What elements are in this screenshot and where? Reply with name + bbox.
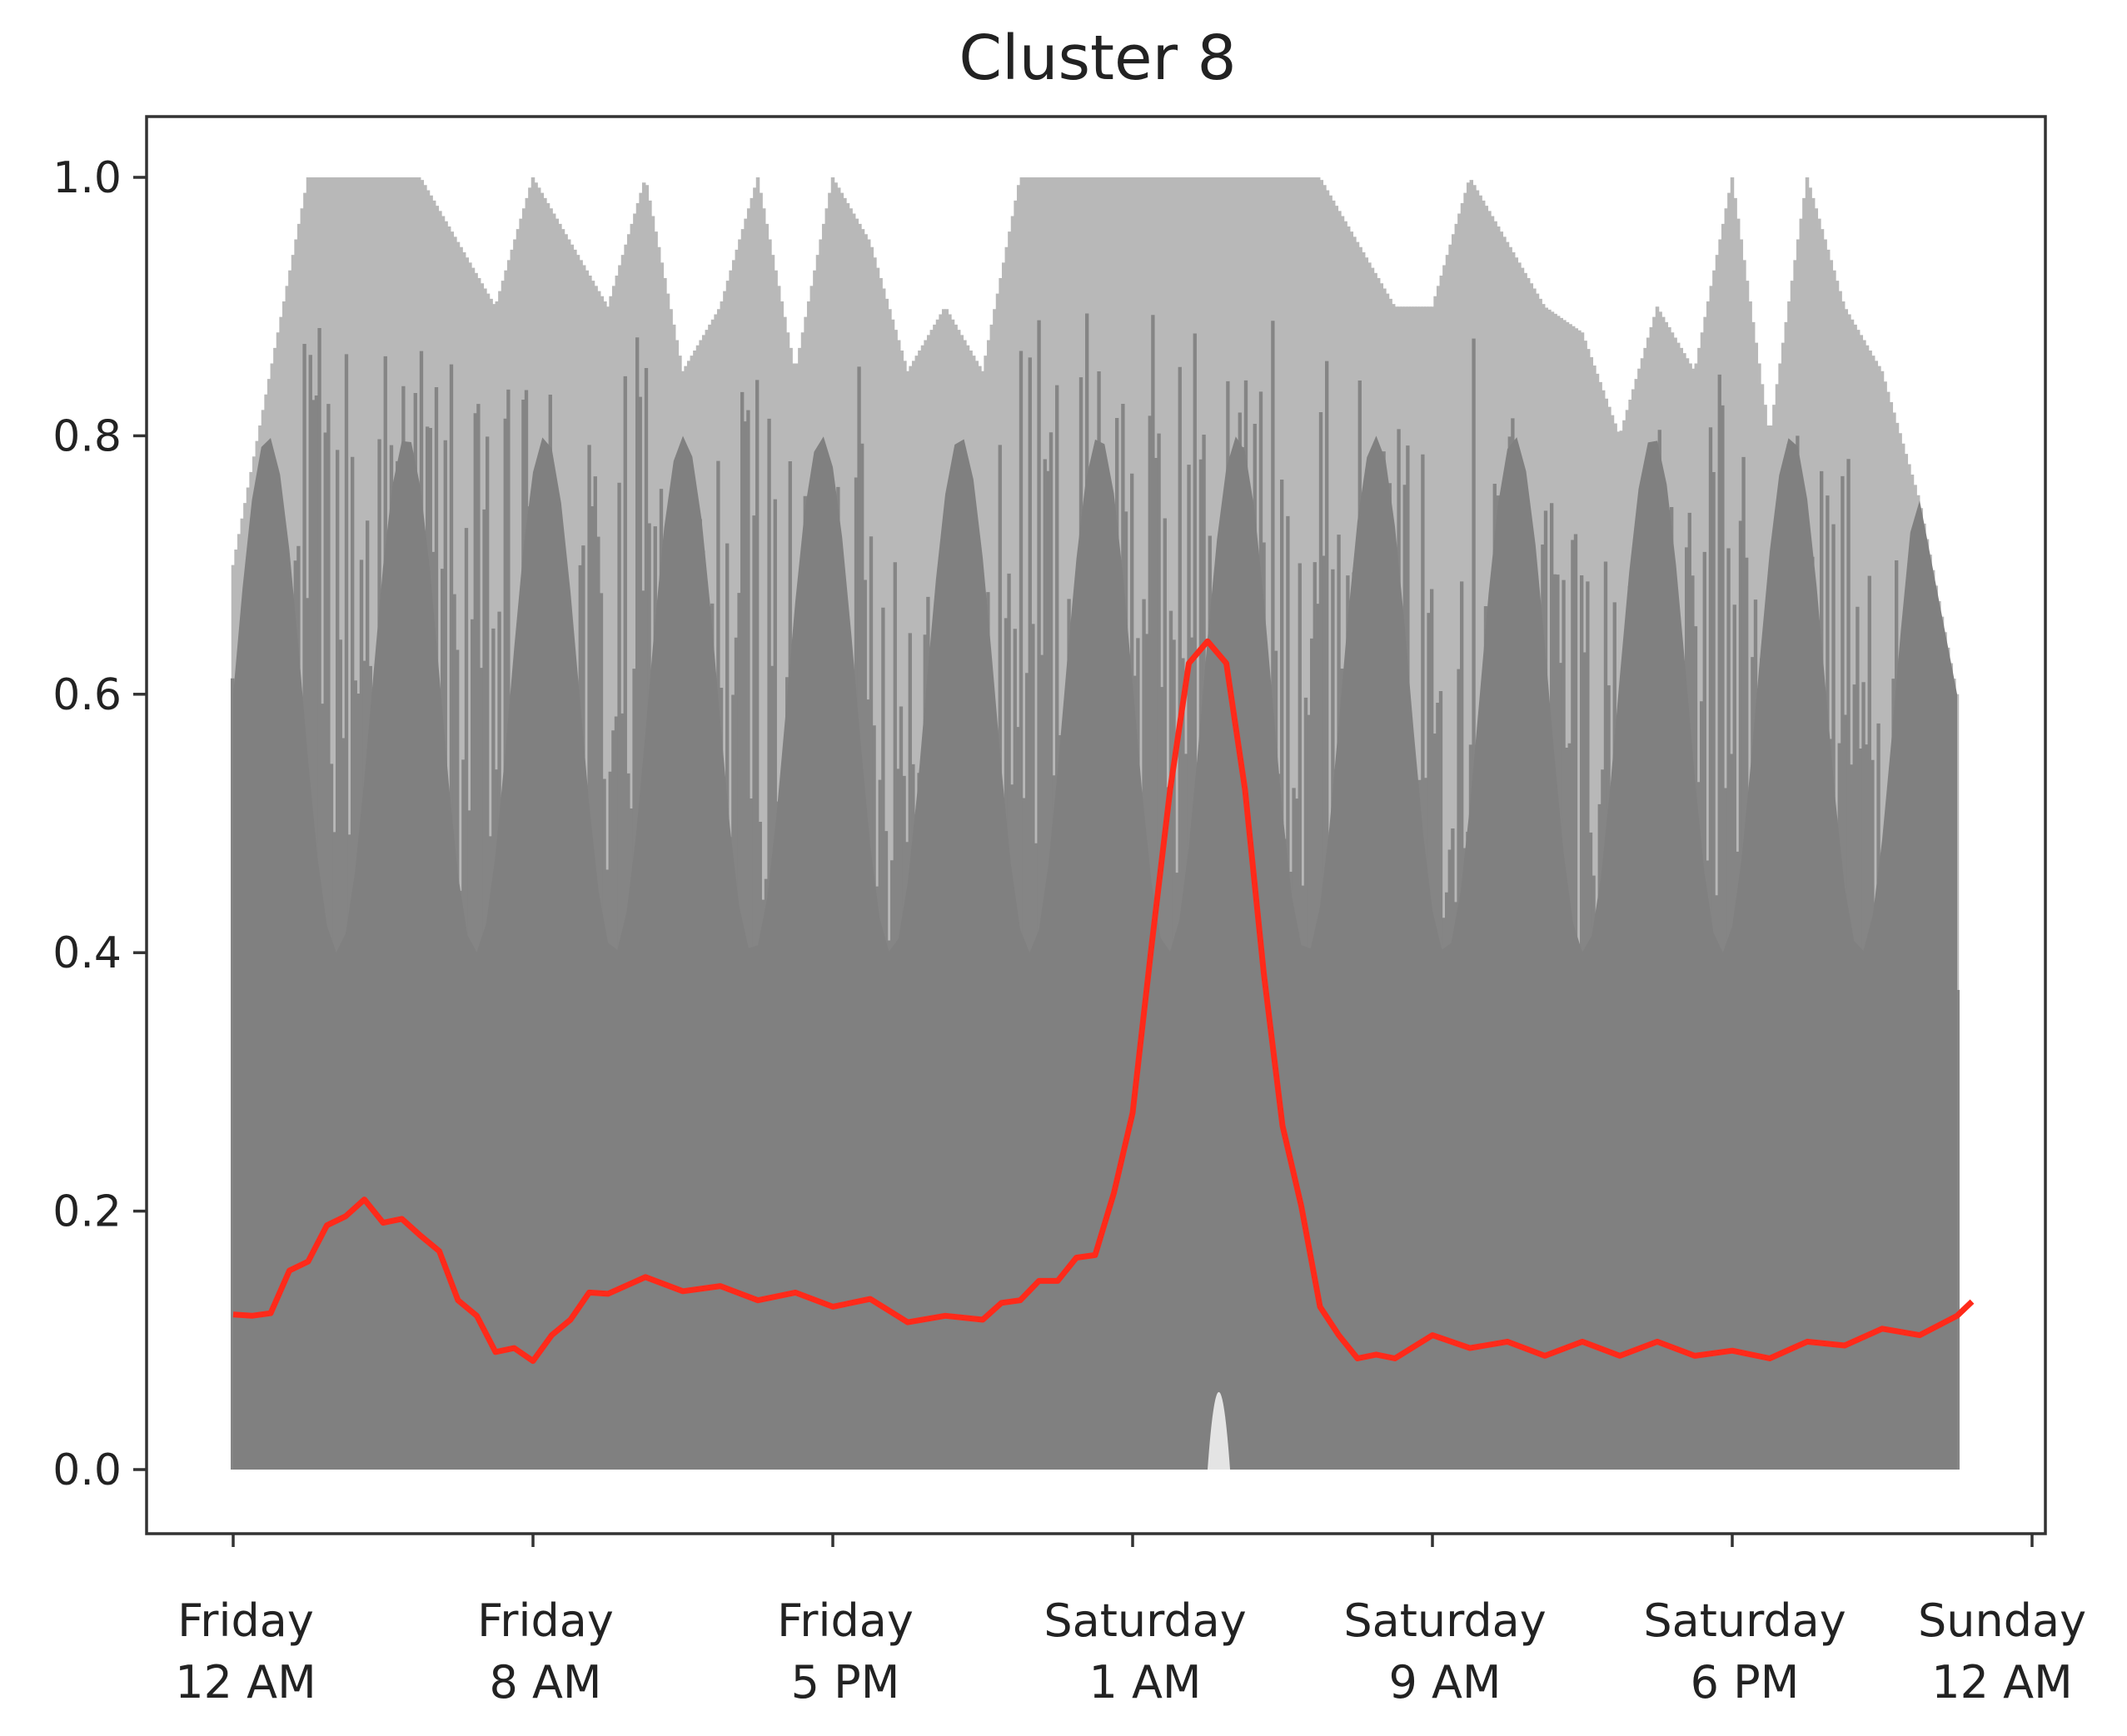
trace-gap [1208, 1391, 1230, 1470]
y-tick-label: 1.0 [52, 153, 122, 203]
plot-area [231, 177, 1975, 1470]
y-tick-label: 0.8 [52, 411, 122, 461]
x-tick-label: Saturday 9 AM [1343, 1594, 1546, 1709]
trace-core [233, 435, 1957, 1470]
plot-frame [145, 115, 2047, 1535]
individual-traces [231, 177, 1960, 1470]
chart-title: Cluster 8 [959, 22, 1236, 94]
y-tick-label: 0.2 [52, 1187, 122, 1237]
x-tick-label: Saturday 6 PM [1643, 1594, 1846, 1709]
x-axis: Friday 12 AM Friday 8 AM Friday 5 PM Saturday 1… [175, 1534, 2086, 1709]
x-tick-label: Friday 8 AM [477, 1594, 614, 1709]
cluster-mean-line [232, 638, 1975, 1365]
x-tick-label: Sunday 12 AM [1918, 1594, 2086, 1709]
x-tick-label: Saturday 1 AM [1044, 1594, 1246, 1709]
y-tick-label: 0.0 [52, 1445, 122, 1495]
y-axis: 0.0 0.2 0.4 0.6 0.8 1.0 [52, 153, 147, 1495]
x-tick-label: Friday 5 PM [777, 1594, 914, 1709]
y-tick-label: 0.4 [52, 928, 122, 978]
x-tick-label: Friday 12 AM [175, 1594, 316, 1709]
y-tick-label: 0.6 [52, 670, 122, 720]
